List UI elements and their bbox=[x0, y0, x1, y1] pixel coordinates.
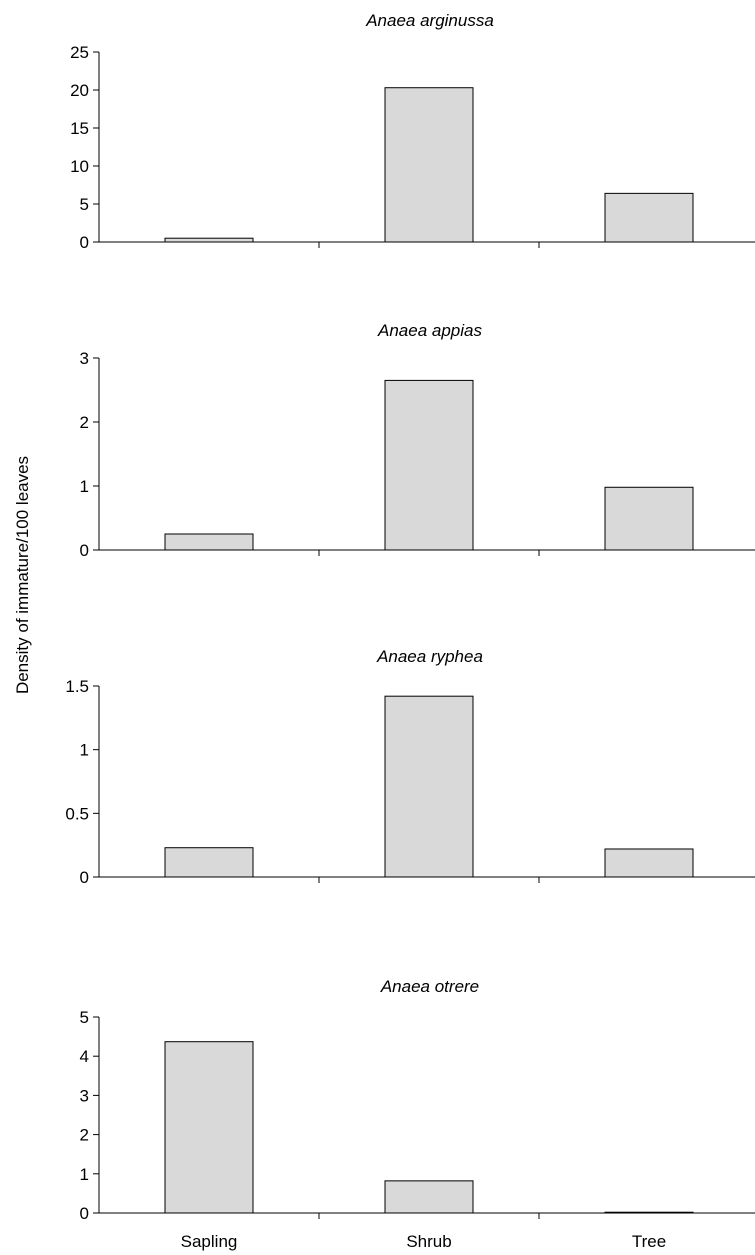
bar-tree bbox=[604, 848, 694, 878]
bar-shrub bbox=[384, 87, 474, 243]
bar-sapling bbox=[164, 1041, 254, 1214]
y-tick-label: 4 bbox=[80, 1047, 89, 1066]
y-tick-label: 0 bbox=[80, 1204, 89, 1223]
bar-tree bbox=[604, 1211, 694, 1214]
bar-shrub bbox=[384, 1180, 474, 1214]
bar-tree bbox=[604, 192, 694, 243]
bar-tree bbox=[604, 486, 694, 551]
y-tick-label: 5 bbox=[80, 1008, 89, 1027]
y-tick-label: 0 bbox=[80, 233, 89, 252]
panel-title: Anaea appias bbox=[377, 321, 482, 340]
y-tick-label: 3 bbox=[80, 349, 89, 368]
panel-title: Anaea ryphea bbox=[376, 647, 483, 666]
y-tick-label: 10 bbox=[70, 157, 89, 176]
x-category-label: Sapling bbox=[181, 1232, 238, 1251]
y-tick-label: 0 bbox=[80, 541, 89, 560]
chart-panel-1: Anaea arginussa 0 5 10 15 20 25 bbox=[70, 11, 755, 252]
y-tick-label: 1 bbox=[80, 741, 89, 760]
chart-panel-4: Anaea otrere 0 1 2 3 4 5 Sapling Shrub Tree bbox=[80, 977, 755, 1251]
x-category-label: Shrub bbox=[406, 1232, 451, 1251]
chart-panel-3: Anaea ryphea 0 0.5 1 1.5 bbox=[65, 647, 755, 887]
y-tick-label: 2 bbox=[80, 413, 89, 432]
y-tick-label: 1.5 bbox=[65, 677, 89, 696]
y-tick-label: 20 bbox=[70, 81, 89, 100]
chart-panel-2: Anaea appias 0 1 2 3 bbox=[80, 321, 755, 560]
bar-shrub bbox=[384, 379, 474, 551]
bar-sapling bbox=[164, 237, 254, 243]
y-tick-label: 15 bbox=[70, 119, 89, 138]
bar-shrub bbox=[384, 695, 474, 878]
y-tick-label: 5 bbox=[80, 195, 89, 214]
y-tick-label: 0 bbox=[80, 868, 89, 887]
y-axis-label: Density of immature/100 leaves bbox=[13, 456, 32, 694]
y-tick-label: 1 bbox=[80, 477, 89, 496]
bar-sapling bbox=[164, 533, 254, 551]
panel-title: Anaea otrere bbox=[380, 977, 479, 996]
y-tick-label: 0.5 bbox=[65, 804, 89, 823]
bar-sapling bbox=[164, 847, 254, 878]
panel-title: Anaea arginussa bbox=[365, 11, 494, 30]
y-tick-label: 2 bbox=[80, 1126, 89, 1145]
x-category-label: Tree bbox=[632, 1232, 666, 1251]
y-tick-label: 3 bbox=[80, 1086, 89, 1105]
y-tick-label: 25 bbox=[70, 43, 89, 62]
y-tick-label: 1 bbox=[80, 1165, 89, 1184]
